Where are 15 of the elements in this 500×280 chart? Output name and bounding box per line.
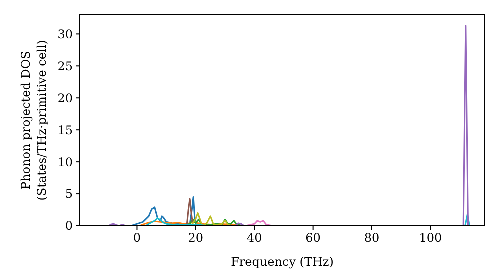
y-tick-label: 30 [58,27,73,42]
y-tick-label: 10 [58,155,73,170]
y-tick-label: 20 [58,91,73,106]
y-tick-label: 15 [58,123,73,138]
y-tick-label: 25 [58,59,73,74]
x-tick-label: 60 [306,231,321,245]
x-axis-title: Frequency (THz) [231,255,334,269]
y-tick-label: 5 [65,187,73,202]
x-tick-label: 20 [188,231,204,245]
x-tick-label: 80 [364,231,380,245]
y-axis-title: Phonon projected DOS (States/THz·primitive cell) [19,40,49,201]
y-tick-label: 0 [65,219,73,234]
x-tick-label: 0 [133,231,142,245]
x-tick-label: 40 [246,231,262,245]
x-tick-label: 100 [419,231,442,245]
